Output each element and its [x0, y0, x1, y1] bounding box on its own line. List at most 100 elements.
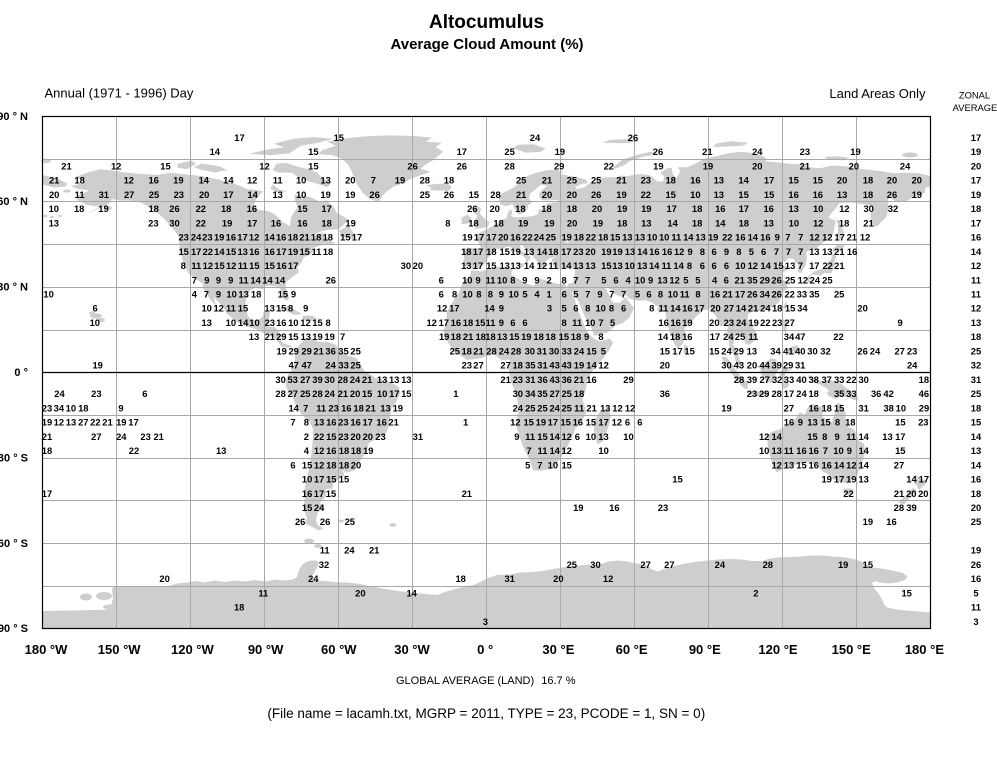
svg-text:19: 19 [850, 146, 860, 157]
svg-text:32: 32 [772, 374, 782, 385]
svg-text:19: 19 [544, 217, 554, 228]
svg-text:0 °: 0 ° [477, 642, 493, 657]
svg-text:36: 36 [537, 374, 547, 385]
svg-text:13: 13 [237, 246, 247, 257]
svg-text:15: 15 [226, 246, 236, 257]
svg-text:13: 13 [622, 232, 632, 243]
svg-text:8: 8 [561, 274, 566, 285]
svg-text:21: 21 [462, 488, 472, 499]
svg-text:10: 10 [43, 289, 53, 300]
svg-text:34: 34 [797, 303, 808, 314]
svg-text:13: 13 [510, 260, 520, 271]
svg-text:15: 15 [895, 445, 905, 456]
svg-text:11: 11 [238, 260, 248, 271]
svg-text:7: 7 [786, 246, 791, 257]
svg-text:13: 13 [401, 374, 411, 385]
svg-text:7: 7 [537, 459, 542, 470]
svg-text:19: 19 [395, 175, 405, 186]
svg-text:47: 47 [795, 331, 805, 342]
svg-text:10: 10 [288, 317, 298, 328]
svg-text:11: 11 [311, 246, 321, 257]
svg-text:24: 24 [499, 345, 510, 356]
svg-text:13: 13 [763, 217, 773, 228]
svg-text:22: 22 [822, 260, 832, 271]
svg-text:7: 7 [798, 232, 803, 243]
svg-text:14: 14 [637, 246, 648, 257]
svg-text:14: 14 [238, 317, 249, 328]
svg-text:17: 17 [223, 189, 233, 200]
svg-text:24: 24 [308, 573, 319, 584]
svg-text:14: 14 [771, 431, 782, 442]
svg-text:17: 17 [710, 331, 720, 342]
svg-text:3: 3 [483, 616, 488, 627]
svg-text:11: 11 [680, 289, 690, 300]
svg-text:11: 11 [538, 445, 548, 456]
svg-text:24: 24 [534, 232, 545, 243]
svg-text:29: 29 [288, 345, 298, 356]
svg-text:5: 5 [695, 274, 700, 285]
svg-text:18: 18 [845, 417, 855, 428]
svg-text:23: 23 [174, 189, 184, 200]
svg-text:24: 24 [900, 160, 911, 171]
svg-text:15: 15 [665, 189, 675, 200]
svg-text:18: 18 [533, 331, 543, 342]
svg-text:16: 16 [784, 417, 794, 428]
svg-text:12: 12 [426, 317, 436, 328]
svg-text:Land Areas Only: Land Areas Only [829, 86, 926, 101]
svg-text:19: 19 [612, 246, 622, 257]
svg-text:18: 18 [461, 345, 471, 356]
svg-text:15: 15 [785, 303, 795, 314]
svg-text:8: 8 [687, 260, 692, 271]
svg-text:18: 18 [512, 360, 522, 371]
svg-text:18: 18 [74, 203, 84, 214]
svg-text:18: 18 [574, 388, 584, 399]
svg-text:19: 19 [555, 146, 565, 157]
svg-text:12: 12 [971, 303, 981, 314]
svg-text:7: 7 [823, 445, 828, 456]
svg-text:14: 14 [210, 146, 221, 157]
svg-text:19: 19 [98, 203, 108, 214]
svg-text:23: 23 [573, 246, 583, 257]
svg-text:16: 16 [226, 232, 236, 243]
svg-text:9: 9 [534, 274, 539, 285]
svg-text:23: 23 [178, 232, 188, 243]
svg-text:27: 27 [549, 388, 559, 399]
svg-text:24: 24 [344, 545, 355, 556]
svg-text:27: 27 [300, 374, 310, 385]
svg-text:90 ° S: 90 ° S [0, 623, 28, 635]
svg-text:10: 10 [896, 402, 906, 413]
svg-text:30: 30 [590, 559, 600, 570]
svg-text:13: 13 [238, 289, 248, 300]
svg-text:13: 13 [625, 246, 635, 257]
svg-text:29: 29 [734, 345, 744, 356]
svg-text:9: 9 [597, 289, 602, 300]
svg-text:9: 9 [847, 445, 852, 456]
svg-text:35: 35 [809, 289, 819, 300]
svg-text:4: 4 [304, 445, 310, 456]
svg-text:10: 10 [586, 431, 596, 442]
svg-text:26: 26 [747, 289, 757, 300]
svg-text:30: 30 [807, 345, 817, 356]
svg-text:10: 10 [49, 203, 59, 214]
svg-text:6: 6 [439, 289, 444, 300]
svg-text:14: 14 [561, 260, 572, 271]
svg-text:60 ° S: 60 ° S [0, 538, 28, 550]
svg-text:35: 35 [338, 345, 348, 356]
svg-text:23: 23 [338, 431, 348, 442]
svg-text:24: 24 [324, 388, 335, 399]
svg-text:9: 9 [204, 274, 209, 285]
svg-text:9: 9 [228, 274, 233, 285]
svg-text:17: 17 [474, 232, 484, 243]
svg-text:8: 8 [822, 431, 827, 442]
svg-text:11: 11 [258, 587, 268, 598]
svg-text:15: 15 [523, 417, 533, 428]
svg-text:24: 24 [907, 360, 918, 371]
svg-text:18: 18 [463, 317, 473, 328]
svg-text:30: 30 [549, 345, 559, 356]
svg-text:20: 20 [887, 175, 897, 186]
svg-text:16: 16 [326, 417, 336, 428]
svg-text:16: 16 [658, 317, 668, 328]
svg-text:17: 17 [234, 132, 244, 143]
svg-text:12: 12 [537, 260, 547, 271]
svg-text:11: 11 [75, 189, 85, 200]
